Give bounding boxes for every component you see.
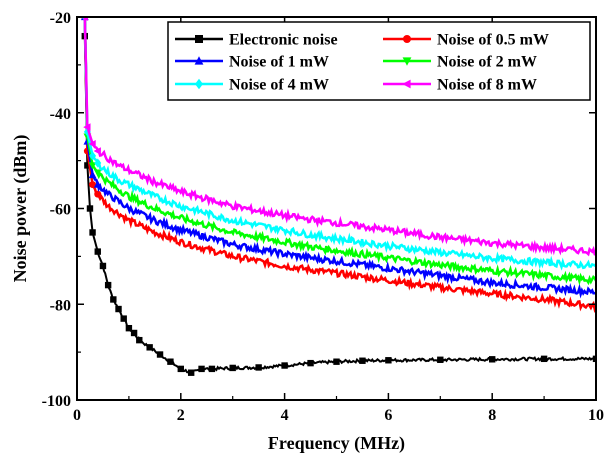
data-point [540,355,548,363]
series-line-2 [83,17,596,299]
legend-label: Noise of 1 mW [229,54,329,71]
data-point [187,369,195,376]
data-point [125,324,133,332]
data-point [94,248,101,255]
legend-marker [195,78,203,90]
legend-item: Noise of 1 mW [175,54,329,71]
data-point [359,357,366,364]
series-line-4 [83,17,596,271]
data-point [255,364,262,371]
legend-label: Electronic noise [229,32,338,49]
data-point [229,364,236,372]
data-point [93,169,102,177]
data-point [156,351,164,358]
data-point [83,123,91,131]
legend: Electronic noise Noise of 0.5 mW Noise of … [167,21,591,101]
legend-item: Noise of 0.5 mW [383,32,549,49]
legend-box [167,21,591,101]
data-point [115,305,122,313]
y-tick-label: -100 [42,393,71,410]
data-point [120,315,127,322]
y-tick-label: -60 [50,202,71,219]
data-point [94,158,102,168]
legend-label: Noise of 4 mW [229,77,329,94]
data-point [89,151,97,161]
data-point [89,229,96,236]
series-line-1 [83,17,596,314]
data-point [88,170,97,179]
series-line-3 [83,17,596,286]
data-point [88,162,97,170]
data-point [136,336,143,344]
y-axis-title: Noise power (dBm) [10,135,31,283]
data-point [94,190,102,198]
data-point [86,205,94,212]
legend-label: Noise of 8 mW [437,77,537,94]
data-point [84,162,91,169]
legend-marker [403,35,411,43]
x-tick-label: 10 [588,407,604,424]
data-point [177,365,184,373]
data-point [89,181,97,189]
legend-item: Noise of 4 mW [175,77,329,94]
data-point [307,359,314,367]
y-tick-label: -40 [50,106,71,123]
data-point [208,365,216,373]
legend-item: Noise of 8 mW [383,77,537,94]
ticks-layer: 0 2 4 6 8 10 -100 -80 -60 -40 -20 [42,10,604,424]
data-point [333,358,340,365]
data-point [281,362,288,369]
legend-marker [195,35,203,43]
legend-marker [194,56,204,65]
series-layer [80,17,596,376]
x-tick-label: 2 [177,407,185,424]
x-tick-label: 4 [281,407,289,424]
data-point [93,147,101,155]
x-tick-label: 6 [384,407,392,424]
data-point [437,356,444,363]
series-0 [81,32,596,376]
series-line-5 [83,17,596,257]
x-tick-label: 8 [488,407,496,424]
y-tick-label: -20 [50,10,71,27]
y-tick-label: -80 [50,297,71,314]
legend-item: Noise of 2 mW [383,54,537,71]
series-5 [80,17,596,257]
legend-label: Noise of 0.5 mW [437,32,549,49]
data-point [146,344,153,351]
x-tick-label: 0 [73,407,81,424]
legend-item: Electronic noise [175,32,338,49]
data-point [198,365,205,373]
x-axis-title: Frequency (MHz) [268,433,405,454]
data-point [130,329,138,337]
data-point [385,357,392,364]
data-point [104,281,112,289]
legend-marker [402,79,411,89]
data-point [167,358,174,365]
legend-marker [402,57,412,66]
legend-label: Noise of 2 mW [437,54,537,71]
data-point [99,262,107,270]
data-point [110,296,117,303]
data-point [489,356,496,363]
data-point [88,140,96,148]
data-point [93,180,102,188]
data-point [592,355,596,363]
